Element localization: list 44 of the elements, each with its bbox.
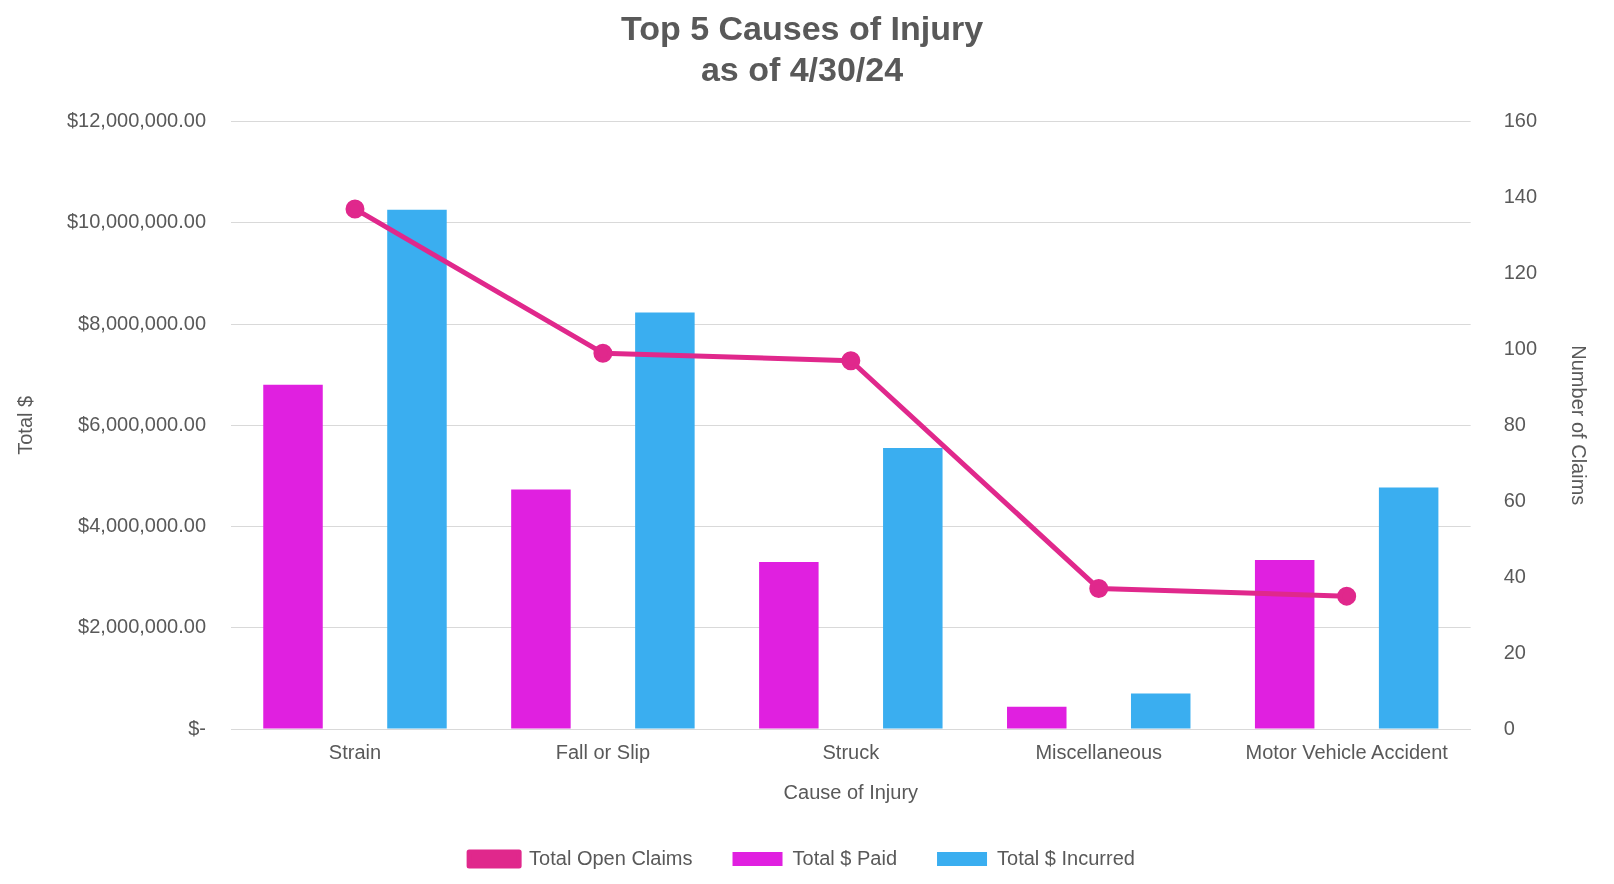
point [593,343,613,363]
y-tick-label: $10,000,000.00 [66,210,207,233]
chart-title: Top 5 Causes of Injury [620,8,984,47]
bar [883,448,943,729]
x-tick-label: Fall or Slip [555,740,651,763]
legend-label: Total $ Incurred [997,846,1135,869]
y2-tick-label: 20 [1503,640,1526,663]
bar [1378,487,1439,729]
y-tick-label: $6,000,000.00 [78,412,207,435]
x-axis-title: Cause of Injury [783,780,919,803]
y2-tick-label: 160 [1503,109,1538,132]
point [1089,579,1109,599]
chart-subtitle: as of 4/30/24 [700,49,904,88]
bar [635,312,695,729]
y2-tick-label: 40 [1503,564,1526,587]
y-tick-label: $8,000,000.00 [78,311,207,334]
point [345,199,365,219]
y2-tick-label: 100 [1503,336,1538,359]
legend-label: Total Open Claims [529,846,693,869]
point [841,351,861,371]
y2-tick-label: 140 [1503,185,1538,208]
point [1337,586,1357,606]
y2-tick-label: 120 [1503,260,1538,283]
y-tick-label: $4,000,000.00 [78,514,207,537]
legend-label: Total $ Paid [792,846,898,869]
y2-tick-label: 60 [1503,488,1526,511]
bar [511,489,571,729]
y-tick-label: $- [188,716,207,739]
x-tick-label: Motor Vehicle Accident [1245,740,1449,763]
y-axis-title: Total $ [13,395,36,455]
bar [387,209,447,729]
x-tick-label: Strain [328,740,382,763]
bar [263,384,323,729]
x-tick-label: Struck [822,740,881,763]
bar [759,561,819,729]
x-tick-label: Miscellaneous [1035,740,1163,763]
bar [1130,693,1191,729]
bar [1007,706,1067,729]
bar [1254,559,1315,729]
y-tick-label: $2,000,000.00 [78,615,207,638]
y2-tick-label: 80 [1503,412,1526,435]
y-tick-label: $12,000,000.00 [66,109,207,132]
y2-tick-label: 0 [1503,716,1515,739]
y2-axis-title: Number of Claims [1568,345,1591,506]
